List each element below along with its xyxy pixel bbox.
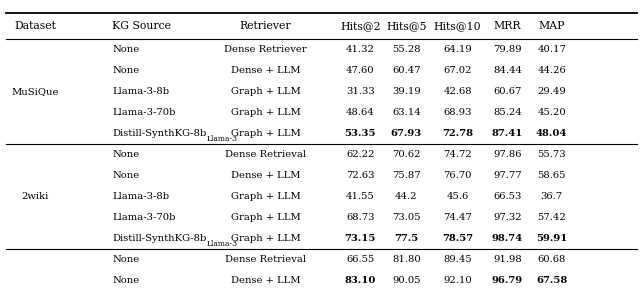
Text: Llama-3-8b: Llama-3-8b xyxy=(112,192,169,201)
Text: 76.70: 76.70 xyxy=(444,171,472,180)
Text: 41.55: 41.55 xyxy=(346,192,375,201)
Text: 62.22: 62.22 xyxy=(346,150,374,159)
Text: None: None xyxy=(112,66,140,75)
Text: 53.35: 53.35 xyxy=(344,129,376,138)
Text: Distill-SynthKG-8b: Distill-SynthKG-8b xyxy=(112,234,206,243)
Text: Graph + LLM: Graph + LLM xyxy=(231,87,300,96)
Text: 68.73: 68.73 xyxy=(346,213,374,222)
Text: 29.49: 29.49 xyxy=(538,87,566,96)
Text: 77.5: 77.5 xyxy=(394,234,419,243)
Text: Distill-SynthKG-8b: Distill-SynthKG-8b xyxy=(112,129,206,138)
Text: 73.05: 73.05 xyxy=(392,213,420,222)
Text: 70.62: 70.62 xyxy=(392,150,420,159)
Text: Dense + LLM: Dense + LLM xyxy=(231,276,300,285)
Text: Dense + LLM: Dense + LLM xyxy=(231,66,300,75)
Text: Graph + LLM: Graph + LLM xyxy=(231,129,300,138)
Text: None: None xyxy=(112,276,140,285)
Text: Dense Retrieval: Dense Retrieval xyxy=(225,150,306,159)
Text: 84.44: 84.44 xyxy=(493,66,522,75)
Text: 79.89: 79.89 xyxy=(493,45,522,54)
Text: 83.10: 83.10 xyxy=(344,276,376,285)
Text: 87.41: 87.41 xyxy=(492,129,523,138)
Text: None: None xyxy=(112,45,140,54)
Text: 96.79: 96.79 xyxy=(492,276,523,285)
Text: 59.91: 59.91 xyxy=(536,234,567,243)
Text: 44.2: 44.2 xyxy=(395,192,418,201)
Text: 72.63: 72.63 xyxy=(346,171,374,180)
Text: 44.26: 44.26 xyxy=(538,66,566,75)
Text: Graph + LLM: Graph + LLM xyxy=(231,192,300,201)
Text: 91.98: 91.98 xyxy=(493,255,522,264)
Text: KG Source: KG Source xyxy=(112,21,171,31)
Text: 89.45: 89.45 xyxy=(444,255,472,264)
Text: 31.33: 31.33 xyxy=(346,87,374,96)
Text: 81.80: 81.80 xyxy=(392,255,420,264)
Text: None: None xyxy=(112,171,140,180)
Text: 2wiki: 2wiki xyxy=(22,192,49,201)
Text: Dense Retriever: Dense Retriever xyxy=(224,45,307,54)
Text: Hits@5: Hits@5 xyxy=(386,21,427,31)
Text: 63.14: 63.14 xyxy=(392,108,420,117)
Text: Llama-3: Llama-3 xyxy=(207,240,238,248)
Text: Graph + LLM: Graph + LLM xyxy=(231,213,300,222)
Text: 85.24: 85.24 xyxy=(493,108,522,117)
Text: 36.7: 36.7 xyxy=(541,192,563,201)
Text: 97.32: 97.32 xyxy=(493,213,522,222)
Text: Dataset: Dataset xyxy=(14,21,56,31)
Text: Hits@10: Hits@10 xyxy=(434,21,481,31)
Text: 55.73: 55.73 xyxy=(538,150,566,159)
Text: MAP: MAP xyxy=(538,21,565,31)
Text: Dense Retrieval: Dense Retrieval xyxy=(225,255,306,264)
Text: 45.6: 45.6 xyxy=(447,192,468,201)
Text: 74.72: 74.72 xyxy=(444,150,472,159)
Text: 67.93: 67.93 xyxy=(391,129,422,138)
Text: MRR: MRR xyxy=(494,21,521,31)
Text: 92.10: 92.10 xyxy=(444,276,472,285)
Text: 39.19: 39.19 xyxy=(392,87,420,96)
Text: 57.42: 57.42 xyxy=(538,213,566,222)
Text: 90.05: 90.05 xyxy=(392,276,420,285)
Text: 60.68: 60.68 xyxy=(538,255,566,264)
Text: 60.47: 60.47 xyxy=(392,66,420,75)
Text: Retriever: Retriever xyxy=(240,21,291,31)
Text: 73.15: 73.15 xyxy=(344,234,376,243)
Text: 47.60: 47.60 xyxy=(346,66,374,75)
Text: Hits@2: Hits@2 xyxy=(340,21,381,31)
Text: 55.28: 55.28 xyxy=(392,45,420,54)
Text: 66.55: 66.55 xyxy=(346,255,374,264)
Text: Llama-3-70b: Llama-3-70b xyxy=(112,108,175,117)
Text: 72.78: 72.78 xyxy=(442,129,473,138)
Text: Llama-3-8b: Llama-3-8b xyxy=(112,87,169,96)
Text: 64.19: 64.19 xyxy=(444,45,472,54)
Text: Graph + LLM: Graph + LLM xyxy=(231,234,300,243)
Text: 66.53: 66.53 xyxy=(493,192,522,201)
Text: Llama-3: Llama-3 xyxy=(207,135,238,143)
Text: None: None xyxy=(112,255,140,264)
Text: 68.93: 68.93 xyxy=(444,108,472,117)
Text: Llama-3-70b: Llama-3-70b xyxy=(112,213,175,222)
Text: 67.02: 67.02 xyxy=(444,66,472,75)
Text: 45.20: 45.20 xyxy=(538,108,566,117)
Text: 98.74: 98.74 xyxy=(492,234,523,243)
Text: 42.68: 42.68 xyxy=(444,87,472,96)
Text: 41.32: 41.32 xyxy=(346,45,375,54)
Text: Dense + LLM: Dense + LLM xyxy=(231,171,300,180)
Text: MuSiQue: MuSiQue xyxy=(12,87,59,96)
Text: None: None xyxy=(112,150,140,159)
Text: 97.77: 97.77 xyxy=(493,171,522,180)
Text: 74.47: 74.47 xyxy=(443,213,472,222)
Text: 97.86: 97.86 xyxy=(493,150,522,159)
Text: 78.57: 78.57 xyxy=(442,234,473,243)
Text: 67.58: 67.58 xyxy=(536,276,567,285)
Text: 75.87: 75.87 xyxy=(392,171,420,180)
Text: Graph + LLM: Graph + LLM xyxy=(231,108,300,117)
Text: 48.04: 48.04 xyxy=(536,129,568,138)
Text: 40.17: 40.17 xyxy=(537,45,566,54)
Text: 60.67: 60.67 xyxy=(493,87,522,96)
Text: 58.65: 58.65 xyxy=(538,171,566,180)
Text: 48.64: 48.64 xyxy=(346,108,374,117)
